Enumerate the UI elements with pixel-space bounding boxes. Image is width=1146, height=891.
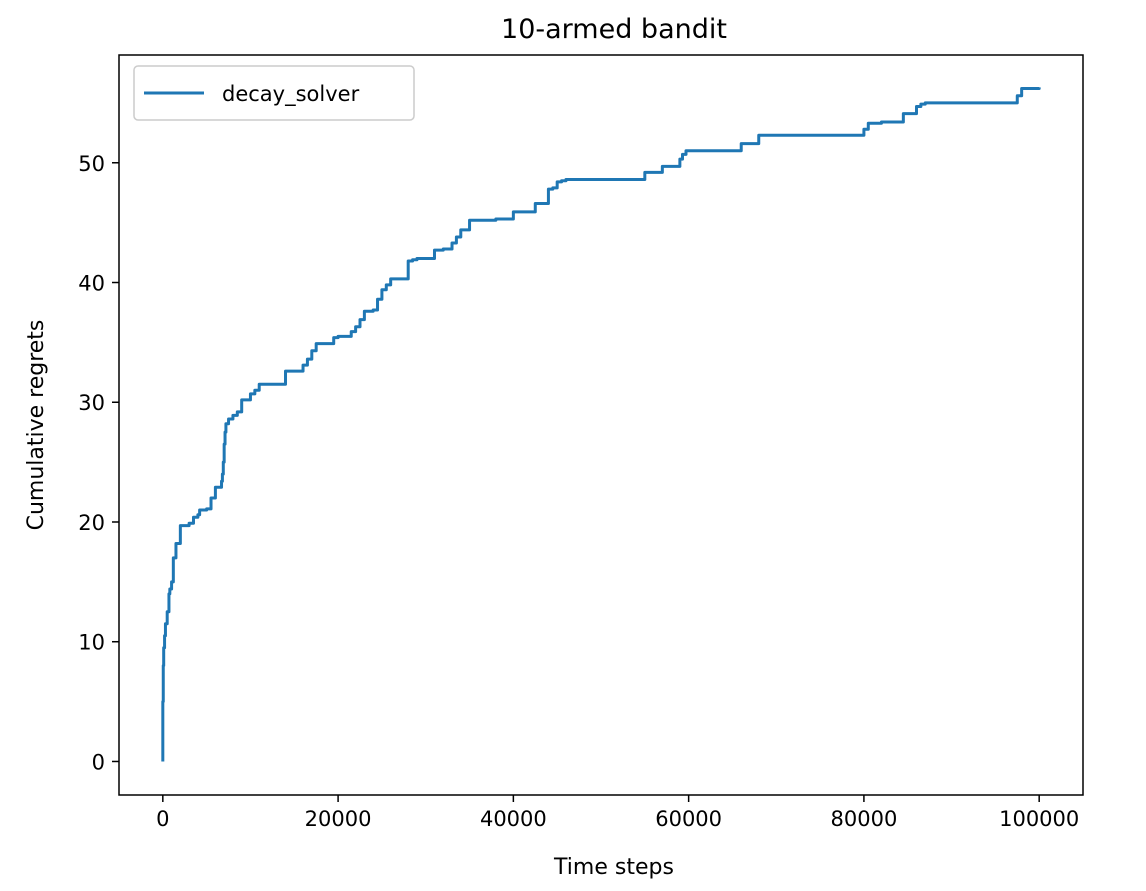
plot-area: [161, 87, 1041, 762]
chart-title: 10-armed bandit: [501, 14, 727, 45]
x-tick-label: 0: [156, 807, 169, 831]
legend: decay_solver: [133, 65, 415, 121]
y-tick-label: 10: [78, 631, 105, 655]
y-axis-title: Cumulative regrets: [24, 320, 49, 531]
legend-label-decay-solver: decay_solver: [222, 82, 360, 107]
axes: 0 20000 40000 60000 80000 100000 0 10 20 30 40 50: [78, 54, 1084, 831]
x-tick-label: 100000: [999, 807, 1079, 831]
x-tick-label: 60000: [655, 807, 722, 831]
x-tick-label: 40000: [480, 807, 547, 831]
x-tick-label: 80000: [831, 807, 898, 831]
y-tick-label: 40: [78, 272, 105, 296]
legend-box: [133, 65, 415, 121]
x-axis-title: Time steps: [553, 855, 674, 880]
y-tick-label: 20: [78, 511, 105, 535]
y-tick-label: 0: [92, 750, 105, 774]
y-tick-label: 30: [78, 391, 105, 415]
x-tick-label: 20000: [305, 807, 372, 831]
series-line-0: [161, 87, 1041, 762]
axes-frame: [118, 54, 1084, 796]
y-tick-label: 50: [78, 152, 105, 176]
